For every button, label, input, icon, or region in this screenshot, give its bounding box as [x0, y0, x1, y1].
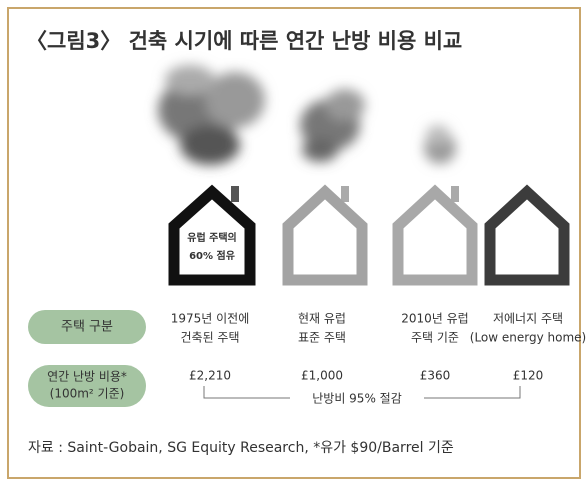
- house-type: 현재 유럽: [298, 312, 346, 326]
- heating-cost: £1,000: [301, 369, 343, 383]
- house-type: 주택 기준: [411, 331, 459, 345]
- savings-note: 난방비 95% 절감: [312, 392, 402, 406]
- source: 자료 : Saint-Gobain, SG Equity Research, *…: [28, 440, 454, 456]
- row-header: 연간 난방 비용*: [47, 370, 127, 384]
- house-type: 저에너지 주택: [493, 312, 563, 326]
- house-label: 60% 점유: [189, 250, 235, 262]
- house-type: 2010년 유럽: [401, 312, 468, 326]
- row-header: 주택 구분: [61, 320, 113, 335]
- heating-cost: £360: [420, 369, 451, 383]
- heating-cost: £2,210: [189, 369, 231, 383]
- figure: 〈그림3〉 건축 시기에 따른 연간 난방 비용 비교 유럽 주택의 60% 점…: [0, 0, 588, 486]
- title: 〈그림3〉 건축 시기에 따른 연간 난방 비용 비교: [26, 29, 462, 53]
- house-type: 표준 주택: [298, 331, 346, 345]
- house-type: 건축된 주택: [180, 331, 239, 345]
- heating-cost: £120: [513, 369, 544, 383]
- house-label: 유럽 주택의: [187, 231, 236, 244]
- house-type: (Low energy home): [470, 331, 586, 345]
- house-type: 1975년 이전에: [171, 312, 250, 326]
- row-header: (100m² 기준): [50, 387, 125, 401]
